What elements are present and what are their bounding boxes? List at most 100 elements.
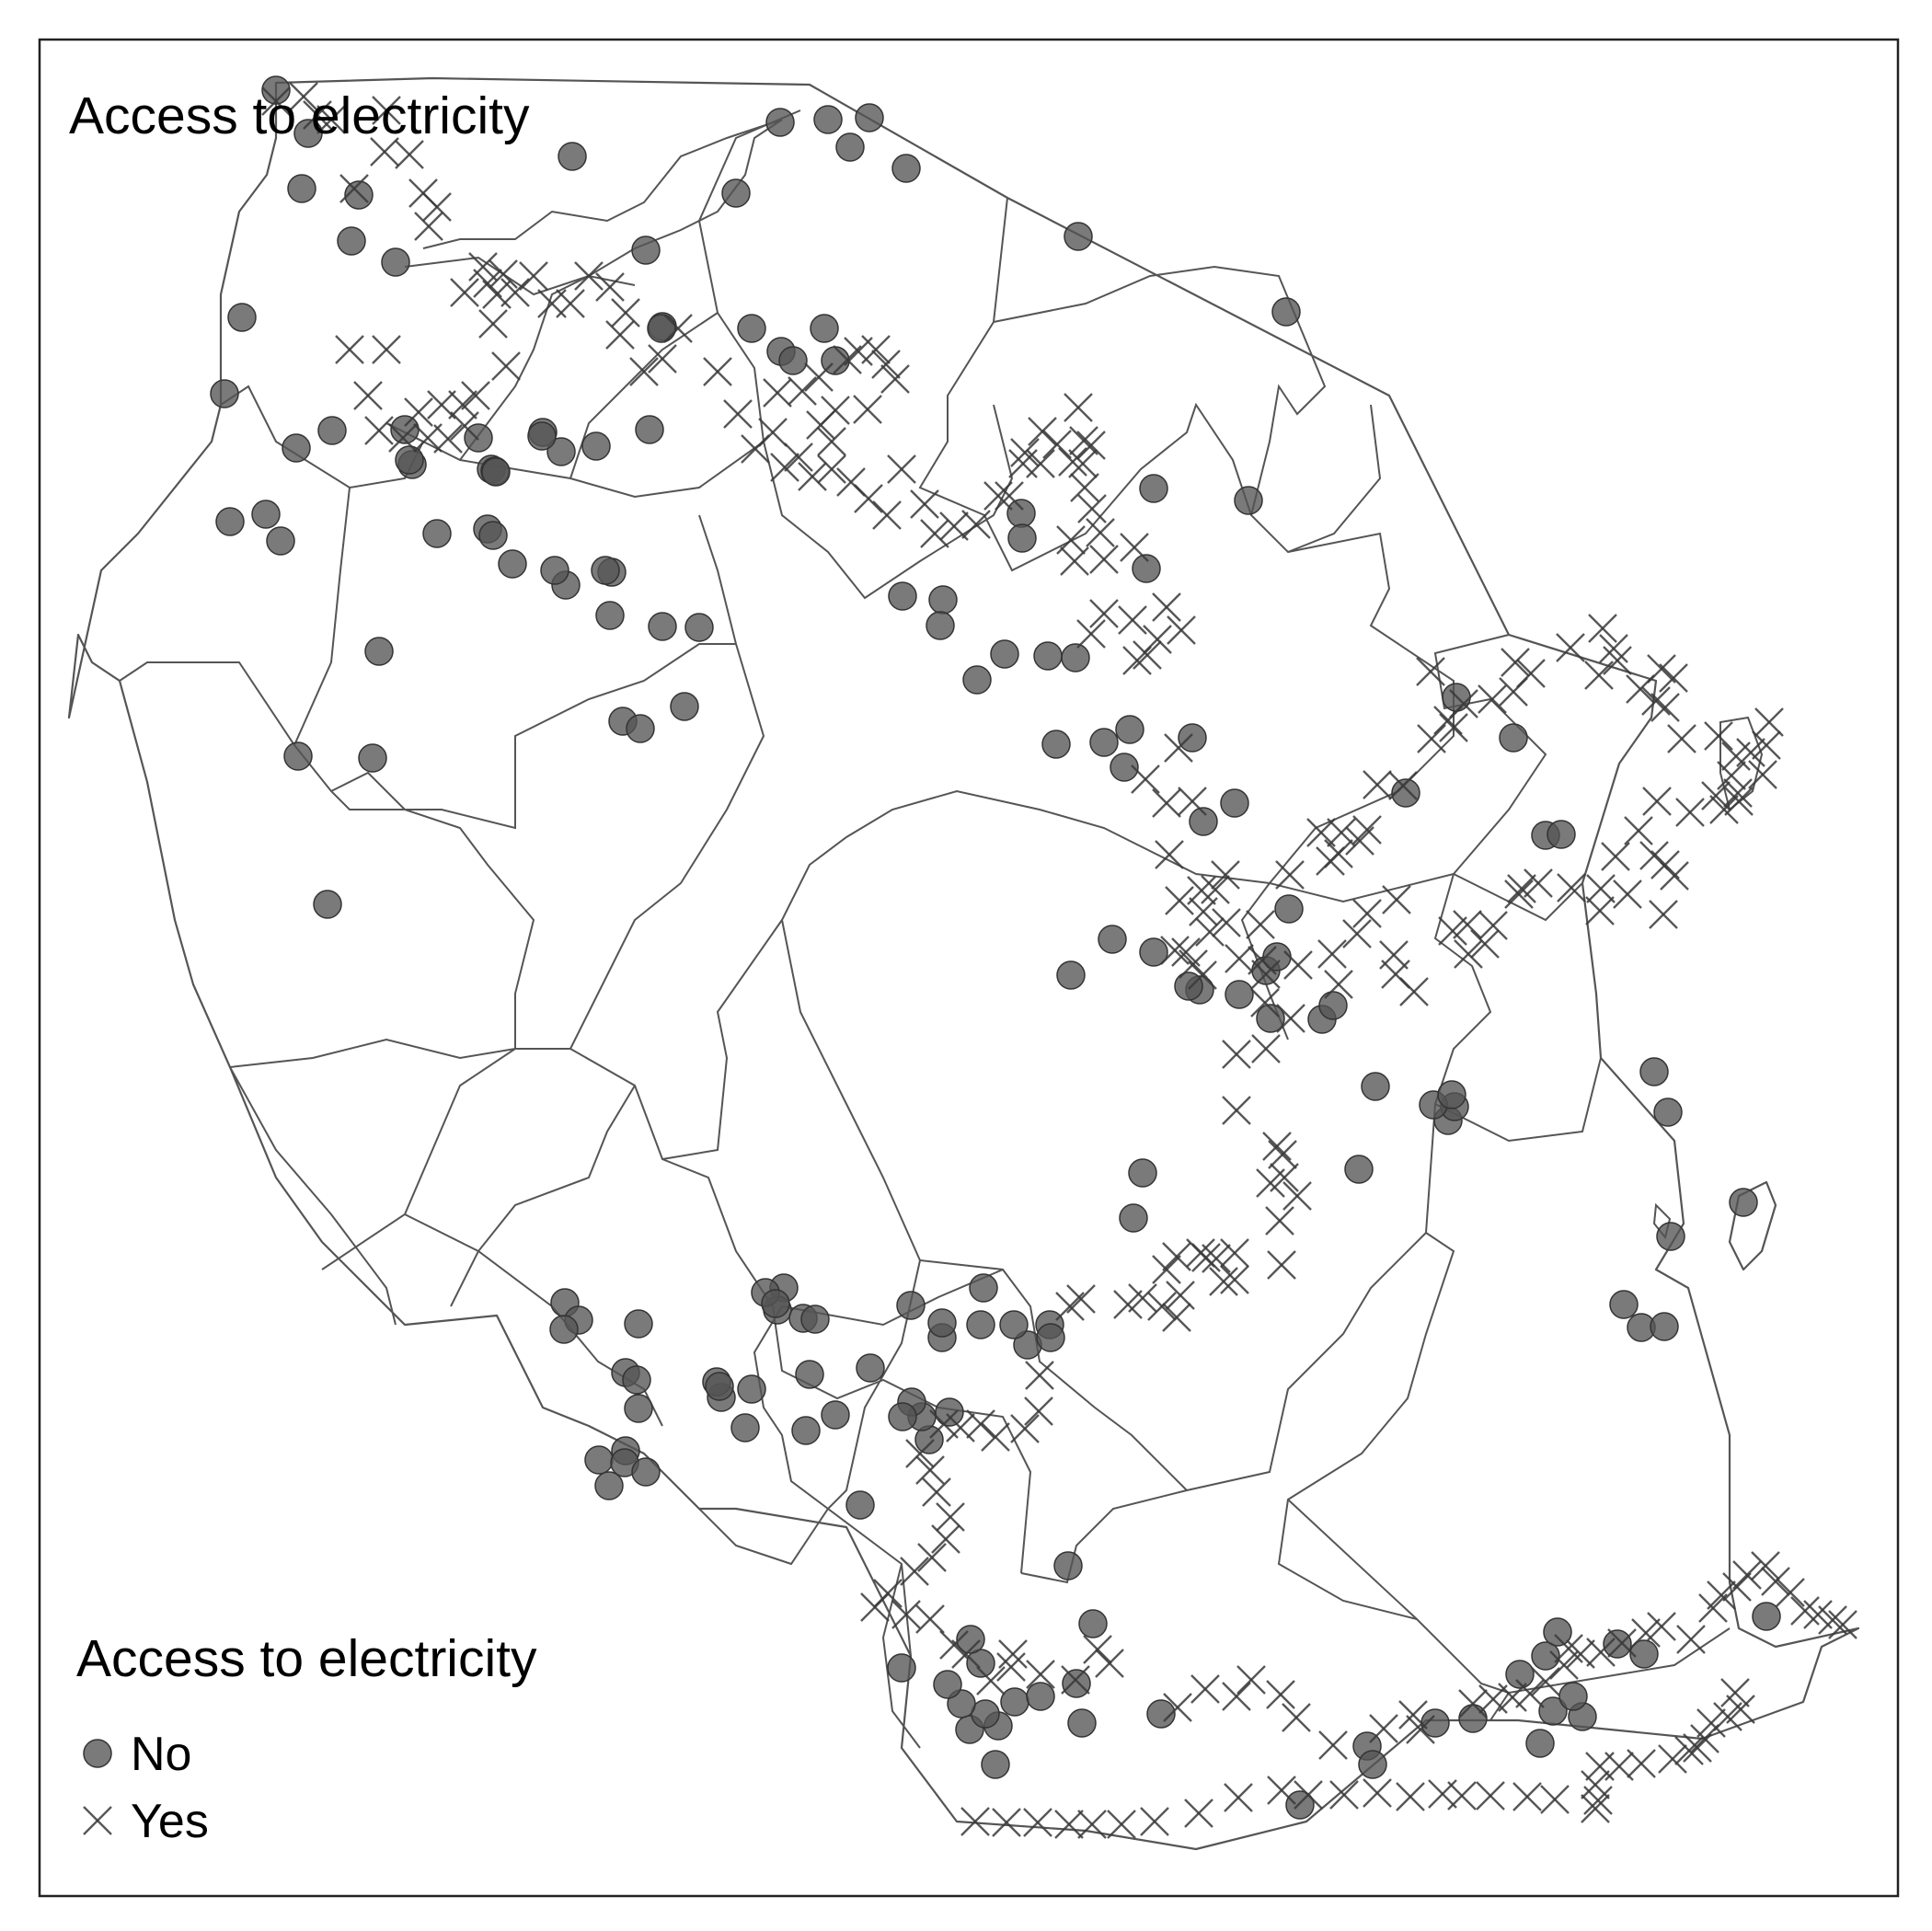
yes-access-marker <box>1818 1605 1847 1635</box>
yes-access-marker <box>1584 661 1614 690</box>
yes-access-marker <box>763 378 792 408</box>
yes-access-marker <box>1222 1096 1251 1125</box>
yes-access-marker <box>1152 592 1181 622</box>
yes-access-marker <box>1398 1700 1428 1730</box>
yes-access-marker <box>1650 693 1680 722</box>
no-access-marker <box>761 1289 790 1318</box>
yes-access-marker <box>1211 860 1240 890</box>
yes-access-marker <box>1585 1752 1615 1781</box>
yes-access-marker <box>1650 850 1680 879</box>
no-access-marker <box>670 692 699 721</box>
yes-access-marker <box>450 278 479 307</box>
yes-access-marker <box>966 1409 995 1439</box>
no-access-marker <box>581 431 611 461</box>
pemba-island <box>1719 716 1764 811</box>
no-access-marker <box>990 639 1019 669</box>
yes-access-marker <box>1212 908 1241 937</box>
yes-access-marker <box>900 1557 929 1586</box>
no-access-marker <box>1558 1682 1588 1711</box>
no-access-marker <box>210 379 239 408</box>
yes-access-marker <box>1118 605 1147 635</box>
no-access-marker <box>956 1625 985 1654</box>
no-access-marker <box>835 132 865 162</box>
internal-boundary-10 <box>1277 1232 1511 1721</box>
yes-access-marker <box>1498 1683 1527 1712</box>
no-access-marker <box>595 601 625 630</box>
no-access-marker <box>1146 1699 1176 1729</box>
no-access-marker <box>364 637 394 666</box>
yes-access-marker <box>1751 1551 1780 1580</box>
no-access-marker <box>478 521 508 550</box>
yes-access-marker <box>1607 1628 1637 1658</box>
internal-boundary-20 <box>330 771 535 1049</box>
yes-access-marker <box>1276 1004 1305 1033</box>
no-access-marker <box>1078 1609 1108 1638</box>
yes-access-marker <box>1086 518 1115 547</box>
no-access-marker <box>981 1750 1010 1779</box>
yes-access-marker <box>723 399 753 429</box>
no-access-marker <box>1098 925 1127 954</box>
no-access-marker <box>845 1490 875 1520</box>
yes-access-marker <box>1639 841 1669 870</box>
yes-access-marker <box>1649 900 1678 929</box>
yes-access-marker <box>1070 473 1099 502</box>
yes-access-marker <box>1023 1808 1052 1837</box>
no-access-marker <box>966 1310 995 1339</box>
no-access-marker <box>1132 554 1161 583</box>
yes-access-marker <box>1603 646 1632 675</box>
no-access-marker <box>1729 1188 1758 1217</box>
yes-access-marker <box>961 510 991 539</box>
no-access-marker <box>962 665 992 695</box>
yes-access-marker <box>1717 761 1746 790</box>
yes-access-marker <box>1659 663 1688 693</box>
yes-access-marker <box>1690 1724 1719 1753</box>
no-access-marker <box>1344 1155 1374 1184</box>
no-access-marker <box>778 346 808 375</box>
yes-access-marker <box>1026 449 1055 478</box>
yes-access-marker <box>1586 874 1616 903</box>
no-access-marker <box>287 174 316 203</box>
yes-access-marker <box>1222 1682 1251 1711</box>
yes-access-marker <box>1282 1181 1312 1211</box>
yes-access-marker <box>1120 533 1149 562</box>
yes-access-marker <box>817 454 846 484</box>
no-access-marker <box>1178 723 1207 753</box>
yes-access-marker <box>648 344 677 374</box>
legend-label-no: No <box>131 1728 191 1781</box>
no-access-marker <box>730 1413 760 1443</box>
yes-access-marker <box>1704 721 1733 751</box>
no-access-marker <box>1499 723 1528 753</box>
no-access-marker <box>1505 1660 1535 1689</box>
yes-access-marker <box>976 1666 1006 1695</box>
yes-access-marker <box>404 397 433 427</box>
yes-access-marker <box>1696 1708 1726 1738</box>
no-access-marker <box>887 1653 916 1683</box>
yes-access-marker <box>1225 944 1254 973</box>
no-access-marker <box>422 519 452 548</box>
yes-access-marker <box>915 1455 945 1485</box>
no-access-marker <box>546 437 576 466</box>
yes-access-marker <box>1282 1703 1311 1732</box>
yes-access-marker <box>663 314 693 343</box>
yes-access-marker <box>1504 879 1534 909</box>
yes-access-marker <box>595 272 625 302</box>
no-access-marker <box>266 526 295 556</box>
yes-access-marker <box>1382 885 1411 914</box>
no-access-marker <box>358 743 387 773</box>
yes-access-marker <box>806 410 835 440</box>
yes-access-marker <box>1478 684 1507 714</box>
yes-access-marker <box>992 1808 1021 1837</box>
no-access-marker <box>888 1402 917 1431</box>
yes-access-marker <box>556 289 585 318</box>
yes-access-marker <box>1162 1242 1191 1271</box>
yes-access-marker <box>804 362 834 392</box>
yes-access-marker <box>1076 619 1106 649</box>
yes-access-marker <box>910 489 939 519</box>
yes-access-marker <box>1069 426 1098 455</box>
yes-access-marker <box>1220 1238 1249 1268</box>
yes-access-marker <box>1439 713 1468 742</box>
yes-access-marker <box>1095 1649 1124 1678</box>
no-access-marker <box>631 1457 661 1487</box>
yes-access-marker <box>1540 1785 1570 1814</box>
no-access-marker <box>800 1305 830 1334</box>
